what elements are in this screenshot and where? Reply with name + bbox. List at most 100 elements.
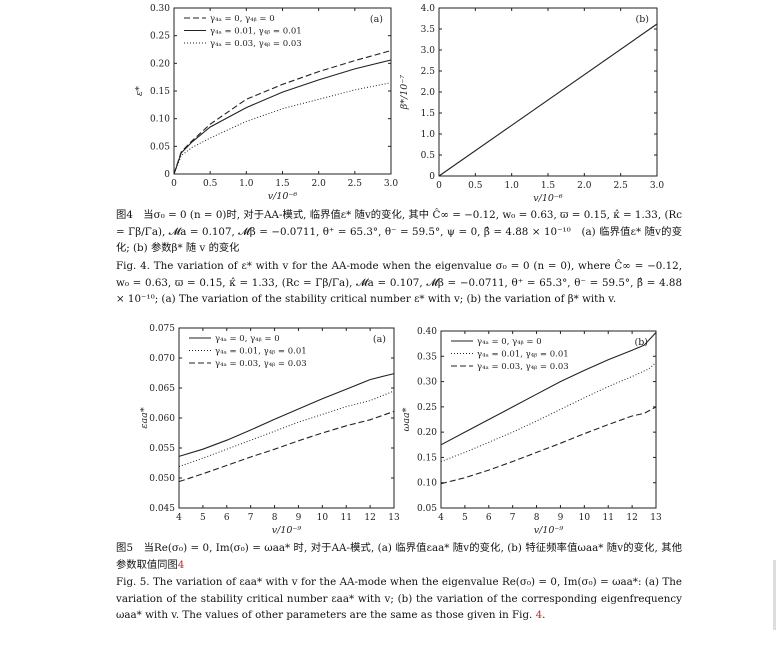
x-tick-label: 1.5	[541, 181, 556, 191]
x-tick-label: 6	[224, 513, 230, 523]
y-tick-label: 0.15	[150, 87, 170, 97]
fig4-reference-link[interactable]: 4	[177, 558, 185, 571]
y-axis-label: εaa*	[139, 407, 150, 428]
legend-label: γ₄ₐ = 0.01, γ₄ᵦ = 0.01	[210, 27, 302, 37]
panel-label: (a)	[373, 334, 386, 345]
y-tick-label: 2.0	[421, 88, 436, 98]
panel-label: (a)	[370, 14, 383, 25]
legend-label: γ₄ₐ = 0.01, γ₄ᵦ = 0.01	[477, 350, 569, 360]
x-tick-label: 1.0	[239, 179, 254, 189]
y-tick-label: 0.060	[149, 414, 175, 424]
legend-label: γ₄ₐ = 0.03, γ₄ᵦ = 0.03	[215, 359, 307, 369]
x-tick-label: 10	[317, 513, 329, 523]
x-tick-label: 1.5	[275, 179, 290, 189]
y-tick-label: 0.050	[149, 474, 175, 484]
y-tick-label: 3.5	[421, 25, 436, 35]
fig4-caption-chinese: 图4 当σ₀ = 0 (n = 0)时, 对于AA-模式, 临界值ε* 随v的变…	[116, 209, 682, 255]
y-tick-label: 0	[164, 170, 170, 180]
x-tick-label: 10	[579, 513, 591, 523]
y-axis-label: β*/10⁻⁷	[399, 75, 410, 111]
y-tick-label: 0.05	[417, 504, 437, 514]
y-tick-label: 0.20	[150, 59, 170, 69]
legend-label: γ₄ₐ = 0, γ₄ᵦ = 0	[215, 334, 280, 344]
y-tick-label: 0.20	[417, 428, 437, 438]
x-tick-label: 9	[296, 513, 302, 523]
y-tick-label: 0.25	[417, 403, 437, 413]
x-tick-label: 2.5	[348, 179, 363, 189]
x-tick-label: 13	[650, 513, 662, 523]
x-tick-label: 2.0	[577, 181, 592, 191]
legend-label: γ₄ₐ = 0.01, γ₄ᵦ = 0.01	[215, 347, 307, 357]
panel-label: (b)	[636, 14, 650, 25]
y-tick-label: 0.045	[149, 504, 175, 514]
x-tick-label: 7	[510, 513, 516, 523]
y-axis-label: ε*	[134, 86, 145, 96]
x-axis-label: v/10⁻⁹	[272, 525, 302, 536]
x-tick-label: 5	[462, 513, 468, 523]
x-tick-label: 0	[171, 179, 177, 189]
y-tick-label: 0.075	[149, 324, 175, 334]
x-axis-label: v/10⁻⁶	[533, 193, 563, 204]
fig4-reference-link[interactable]: 4	[535, 609, 543, 622]
scrollbar[interactable]	[773, 560, 776, 630]
series-line-solid	[440, 332, 657, 446]
series-line-dotted	[178, 390, 395, 468]
y-tick-label: 0.05	[150, 142, 170, 152]
x-tick-label: 11	[602, 513, 613, 523]
fig5b-chart: 4 5 6 7 8 9 10 11 12 13 0.05 0.10 0.15 0.20 0.25 0.30 0.…	[401, 327, 662, 536]
series-line-dotted	[173, 82, 392, 175]
y-tick-label: 0.10	[150, 115, 170, 125]
x-tick-label: 7	[248, 513, 254, 523]
x-tick-label: 8	[534, 513, 540, 523]
x-tick-label: 0.5	[468, 181, 483, 191]
x-tick-label: 2.5	[614, 181, 629, 191]
series-line-solid	[173, 59, 392, 175]
y-tick-label: 0.5	[421, 151, 436, 161]
x-tick-label: 6	[486, 513, 492, 523]
x-tick-label: 8	[272, 513, 278, 523]
legend-label: γ₄ₐ = 0, γ₄ᵦ = 0	[210, 14, 275, 24]
y-tick-label: 0.15	[417, 453, 437, 463]
x-tick-label: 3.0	[650, 181, 665, 191]
x-tick-label: 12	[626, 513, 637, 523]
y-tick-label: 0.30	[417, 378, 437, 388]
y-tick-label: 2.5	[421, 67, 436, 77]
y-tick-label: 0	[429, 172, 435, 182]
x-tick-label: 0.5	[203, 179, 218, 189]
series-line-dashed	[440, 406, 657, 485]
y-tick-label: 3.0	[421, 46, 436, 56]
y-tick-label: 4.0	[421, 4, 436, 14]
x-tick-label: 9	[558, 513, 564, 523]
x-tick-label: 4	[176, 513, 182, 523]
y-tick-label: 1.0	[421, 130, 436, 140]
fig4-caption-english: Fig. 4. The variation of ε* with v for t…	[116, 260, 682, 306]
y-tick-label: 0.055	[149, 444, 175, 454]
x-axis-label: v/10⁻⁹	[534, 525, 564, 536]
series-line-dashed	[173, 50, 392, 175]
y-tick-label: 0.10	[417, 479, 437, 489]
legend-label: γ₄ₐ = 0, γ₄ᵦ = 0	[477, 337, 542, 347]
fig5-caption-english-text: Fig. 5. The variation of εaa* with v for…	[116, 576, 682, 622]
y-tick-label: 0.30	[150, 4, 170, 14]
y-axis-label: ωaa*	[401, 407, 412, 431]
legend-label: γ₄ₐ = 0.03, γ₄ᵦ = 0.03	[210, 39, 302, 49]
x-axis-label: v/10⁻⁶	[268, 191, 298, 202]
x-tick-label: 13	[388, 513, 400, 523]
x-tick-label: 2.0	[312, 179, 327, 189]
x-tick-label: 11	[340, 513, 351, 523]
y-tick-label: 0.40	[417, 327, 437, 337]
series-line-dotted	[440, 362, 657, 462]
legend-label: γ₄ₐ = 0.03, γ₄ᵦ = 0.03	[477, 362, 569, 372]
x-tick-label: 3.0	[384, 179, 399, 189]
plot-frame	[440, 330, 657, 509]
fig5a-chart: 4 5 6 7 8 9 10 11 12 13 0.045 0.050 0.055 0.060 0.065 0…	[139, 324, 400, 536]
fig4b-chart: 0 0.5 1.0 1.5 2.0 2.5 3.0 0 0.5 1.0 1.5 2.0 2.5 3.0 3.…	[399, 4, 664, 204]
series-line-solid	[178, 373, 395, 457]
fig5-caption-chinese-text: 图5 当Re(σ₀) = 0, Im(σ₀) = ωaa* 时, 对于AA-模式…	[116, 542, 682, 571]
x-tick-label: 0	[436, 181, 442, 191]
panel-label: (b)	[635, 337, 649, 348]
x-tick-label: 4	[438, 513, 444, 523]
fig4a-chart: 0 0.5 1.0 1.5 2.0 2.5 3.0 0 0.05 0.10 0.15 0.20 0.25…	[134, 4, 398, 202]
y-tick-label: 0.35	[417, 352, 437, 362]
